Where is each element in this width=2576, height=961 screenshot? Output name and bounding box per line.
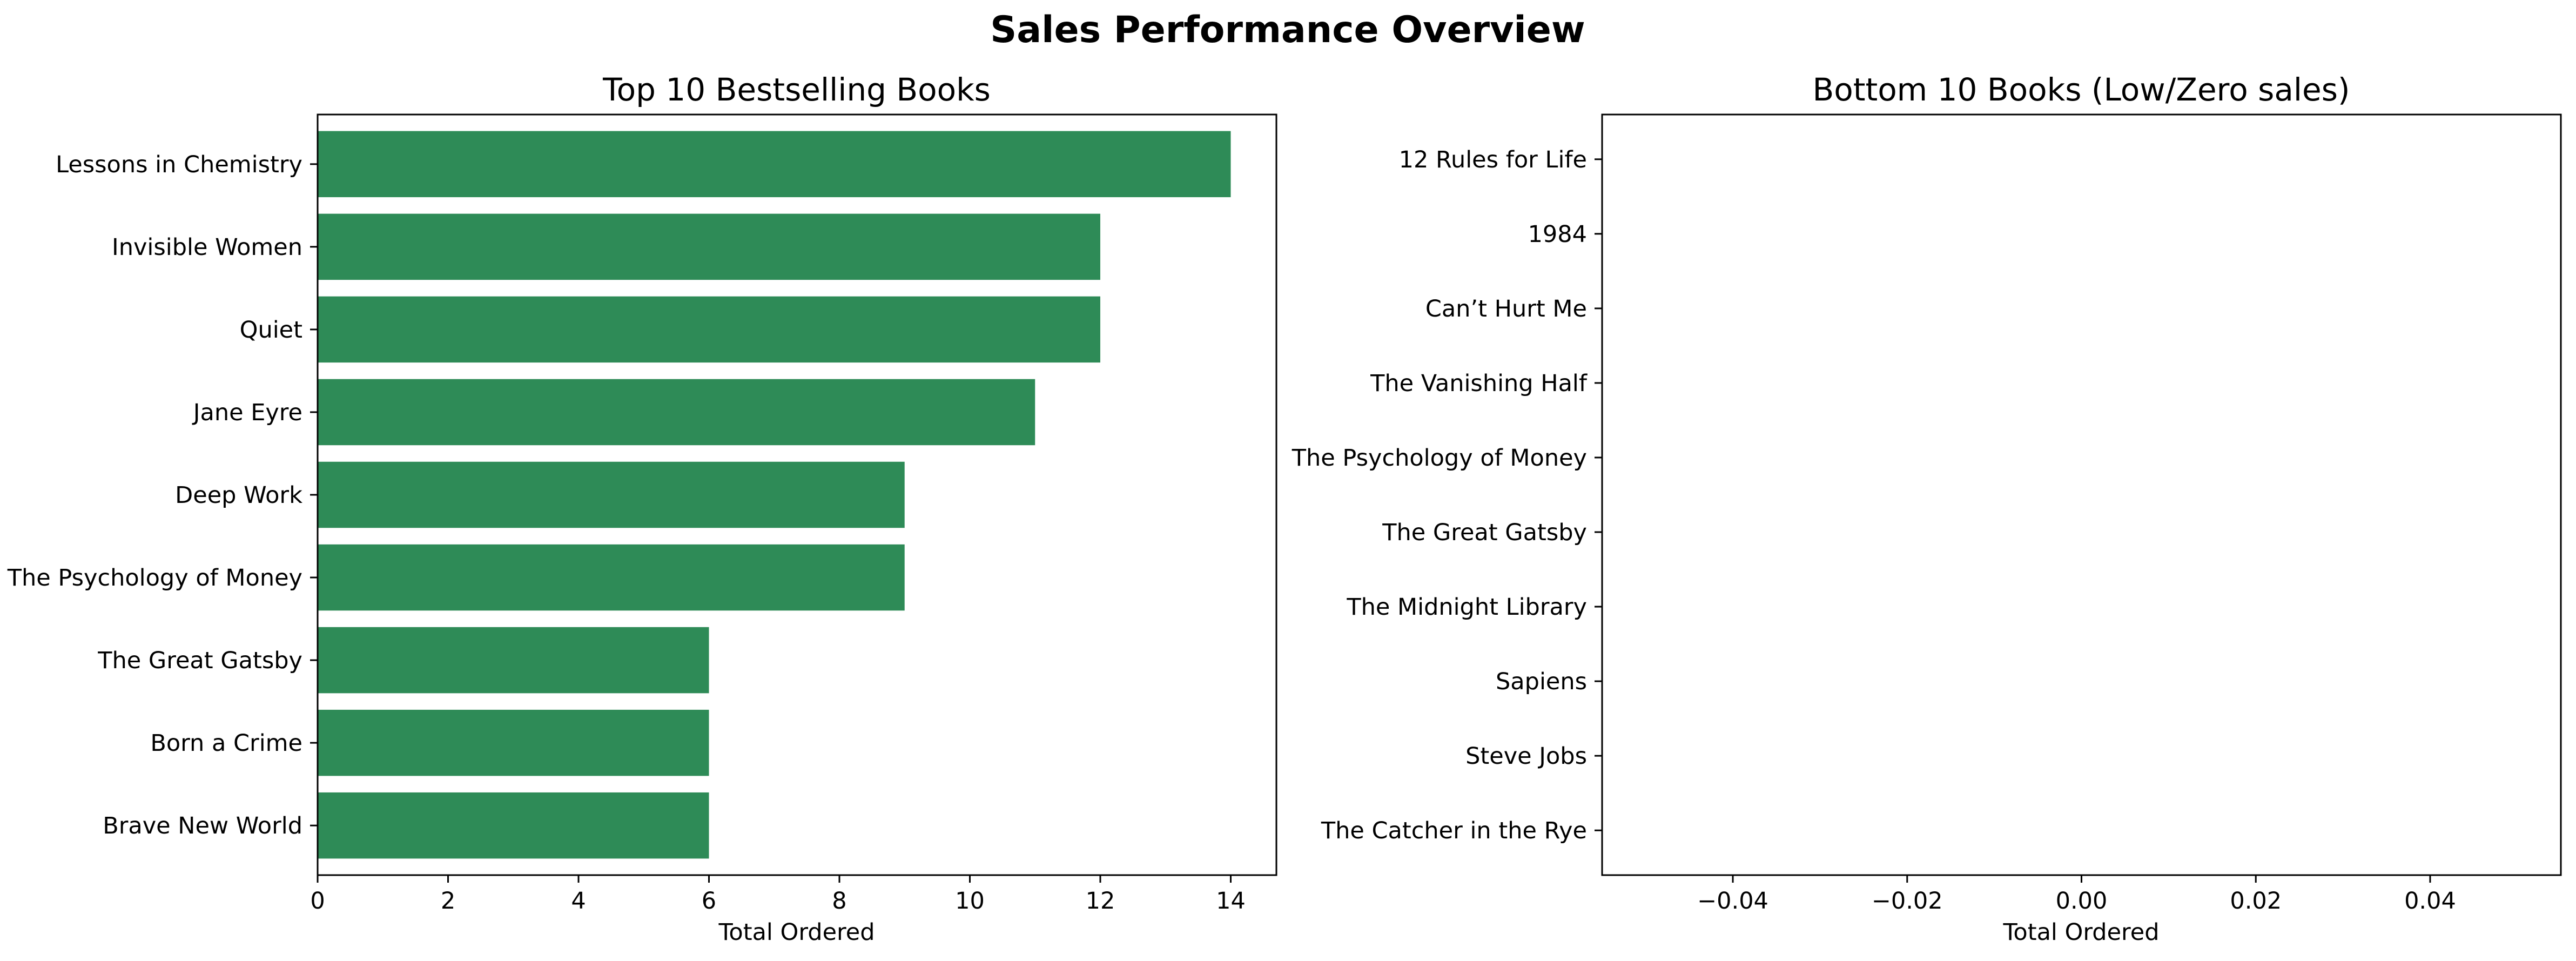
- x-tick-label: 0.00: [2056, 888, 2108, 915]
- bar: [318, 627, 709, 694]
- bar: [318, 792, 709, 859]
- y-tick-label: The Psychology of Money: [7, 564, 302, 592]
- top-sellers-bars: [318, 131, 1231, 859]
- x-tick-label: 0.02: [2230, 888, 2282, 915]
- y-tick-label: The Catcher in the Rye: [1321, 817, 1587, 844]
- top-sellers-x-ticks: 0 2 4 6 8 10 12 14: [310, 875, 1246, 915]
- y-tick-label: Can’t Hurt Me: [1425, 295, 1587, 322]
- x-tick-label: 14: [1216, 888, 1246, 915]
- y-tick-label: Lessons in Chemistry: [56, 151, 302, 178]
- top-sellers-plot-frame: [317, 113, 1277, 876]
- y-tick-label: The Psychology of Money: [1292, 445, 1587, 472]
- bar: [318, 296, 1100, 363]
- bar: [318, 461, 905, 528]
- bar: [318, 544, 905, 611]
- x-tick-label: 2: [441, 888, 455, 915]
- bottom-sellers-x-axis-label: Total Ordered: [2002, 919, 2159, 946]
- top-sellers-y-ticks: Lessons in Chemistry Invisible Women Quiet…: [7, 151, 318, 839]
- y-tick-label: The Vanishing Half: [1370, 370, 1588, 397]
- y-tick-label: Sapiens: [1496, 668, 1587, 695]
- bottom-sellers-y-ticks: 12 Rules for Life 1984 Can’t Hurt Me The Va…: [1292, 146, 1602, 844]
- bar: [318, 709, 709, 776]
- x-tick-label: 10: [955, 888, 985, 915]
- figure-title: Sales Performance Overview: [990, 9, 1585, 51]
- y-tick-label: Deep Work: [175, 482, 302, 509]
- x-tick-label: 0.04: [2404, 888, 2456, 915]
- y-tick-label: Brave New World: [103, 812, 302, 839]
- bar: [318, 379, 1035, 446]
- bar: [318, 131, 1231, 198]
- top-sellers-panel: Top 10 Bestselling Books Total Ordered L…: [7, 71, 1277, 946]
- y-tick-label: The Midnight Library: [1346, 594, 1587, 621]
- y-tick-label: 1984: [1528, 221, 1587, 248]
- x-tick-label: −0.04: [1697, 888, 1768, 915]
- y-tick-label: Born a Crime: [150, 730, 302, 757]
- y-tick-label: Invisible Women: [112, 234, 302, 261]
- y-tick-label: The Great Gatsby: [97, 647, 302, 674]
- x-tick-label: 8: [832, 888, 846, 915]
- y-tick-label: 12 Rules for Life: [1399, 146, 1587, 173]
- bottom-sellers-plot-frame: [1601, 113, 2562, 876]
- x-tick-label: 12: [1086, 888, 1115, 915]
- x-tick-label: −0.02: [1872, 888, 1943, 915]
- y-tick-label: The Great Gatsby: [1382, 519, 1587, 546]
- bottom-sellers-panel: Bottom 10 Books (Low/Zero sales) Total O…: [1292, 71, 2562, 946]
- x-tick-label: 0: [310, 888, 325, 915]
- y-tick-label: Steve Jobs: [1465, 743, 1587, 770]
- x-tick-label: 6: [702, 888, 716, 915]
- top-sellers-title: Top 10 Bestselling Books: [602, 71, 991, 108]
- bar: [318, 213, 1100, 280]
- y-tick-label: Jane Eyre: [192, 399, 302, 426]
- bottom-sellers-title: Bottom 10 Books (Low/Zero sales): [1812, 71, 2350, 108]
- y-tick-label: Quiet: [240, 317, 302, 344]
- top-sellers-x-axis-label: Total Ordered: [718, 919, 875, 946]
- x-tick-label: 4: [571, 888, 586, 915]
- bottom-sellers-x-ticks: −0.04 −0.02 0.00 0.02 0.04: [1697, 875, 2456, 915]
